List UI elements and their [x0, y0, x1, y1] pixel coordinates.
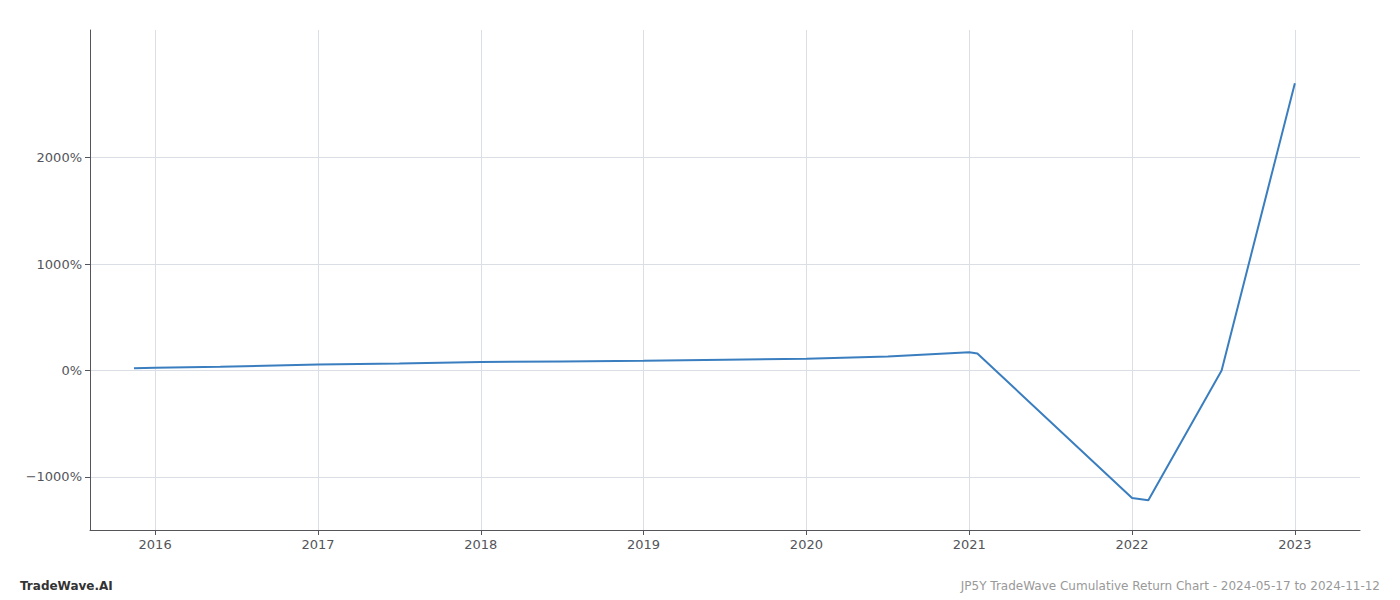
svg-text:1000%: 1000% — [37, 257, 82, 272]
svg-text:2019: 2019 — [627, 537, 660, 552]
svg-text:−1000%: −1000% — [26, 469, 82, 484]
svg-text:2018: 2018 — [464, 537, 497, 552]
svg-text:2022: 2022 — [1116, 537, 1149, 552]
svg-text:2016: 2016 — [139, 537, 172, 552]
svg-text:2020: 2020 — [790, 537, 823, 552]
svg-text:2021: 2021 — [953, 537, 986, 552]
svg-text:0%: 0% — [61, 363, 82, 378]
svg-text:TradeWave.AI: TradeWave.AI — [20, 579, 113, 593]
svg-text:JP5Y TradeWave Cumulative Retu: JP5Y TradeWave Cumulative Return Chart -… — [960, 579, 1380, 593]
svg-text:2017: 2017 — [301, 537, 334, 552]
svg-text:2023: 2023 — [1278, 537, 1311, 552]
svg-text:2000%: 2000% — [37, 150, 82, 165]
